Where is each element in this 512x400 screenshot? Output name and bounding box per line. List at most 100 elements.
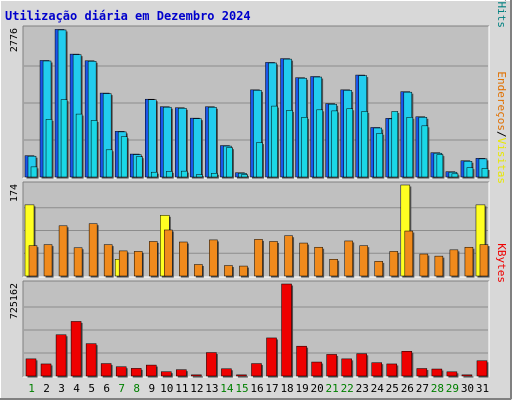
bar-páginas-day-31	[481, 168, 489, 178]
bar-endereços-day-17	[269, 241, 278, 277]
x-tick-label-day-5: 5	[88, 382, 95, 395]
bar-endereços-day-4	[73, 247, 83, 277]
bar-kbytes-day-17	[266, 337, 277, 377]
bar-páginas-day-5	[90, 120, 98, 178]
bar-arquivos-day-9	[148, 99, 157, 178]
bar-páginas-day-24	[376, 133, 383, 178]
bar-kbytes-day-29	[446, 371, 458, 377]
bar-kbytes-day-22	[341, 358, 352, 377]
x-tick-label-day-31: 31	[476, 382, 489, 395]
x-tick-label-day-19: 19	[295, 382, 308, 395]
x-tick-label-day-2: 2	[43, 382, 50, 395]
bar-kbytes-day-28	[431, 368, 443, 377]
bar-kbytes-day-12	[191, 374, 202, 377]
bar-páginas-day-8	[135, 156, 143, 178]
bar-endereços-day-19	[299, 242, 308, 277]
bar-kbytes-day-19	[296, 345, 307, 377]
bar-shadow	[237, 376, 248, 378]
x-tick-label-day-27: 27	[416, 382, 429, 395]
bar-páginas-day-27	[421, 125, 429, 178]
bar-endereços-day-2	[43, 244, 53, 277]
bar-kbytes-day-18	[281, 283, 292, 377]
bar-endereços-day-5	[88, 223, 98, 277]
bar-kbytes-day-1	[25, 358, 37, 377]
bar-endereços-day-29	[449, 249, 459, 277]
bar-shadow	[242, 176, 249, 179]
x-tick-label-day-12: 12	[190, 382, 203, 395]
bar-kbytes-day-10	[161, 371, 172, 377]
bar-endereços-day-23	[359, 245, 368, 277]
legend-middle: Endereços/Visitas	[495, 71, 508, 184]
bar-endereços-day-13	[209, 239, 218, 277]
bar-endereços-day-3	[58, 225, 68, 277]
bar-páginas-day-26	[406, 117, 414, 178]
bar-páginas-day-13	[211, 173, 218, 178]
bar-páginas-day-7	[120, 136, 128, 178]
bar-kbytes-day-13	[206, 352, 217, 377]
bar-páginas-day-21	[331, 110, 338, 178]
x-tick-label-day-4: 4	[73, 382, 80, 395]
bar-arquivos-day-10	[163, 106, 172, 178]
x-axis-day-labels: 1 2 3 4 5 6 7 8 9 10 11 12 13 14 15 16 17 18 19 20 21 22 23 24 2…	[28, 382, 489, 395]
bar-kbytes-day-8	[130, 368, 142, 377]
x-tick-label-day-18: 18	[280, 382, 293, 395]
bar-endereços-day-15	[239, 265, 248, 277]
legend-top: Páginas/Arquivos/Hits	[495, 0, 508, 28]
x-tick-label-day-1: 1	[28, 382, 35, 395]
legend-entry: Hits	[495, 2, 508, 29]
bar-páginas-day-20	[316, 109, 323, 178]
bar-kbytes-day-4	[70, 321, 82, 377]
x-tick-label-day-10: 10	[160, 382, 173, 395]
bar-endereços-day-24	[374, 261, 383, 277]
x-tick-label-day-20: 20	[311, 382, 324, 395]
bar-páginas-day-11	[181, 170, 188, 178]
bar-kbytes-day-6	[100, 363, 112, 377]
x-tick-label-day-26: 26	[401, 382, 414, 395]
bar-páginas-day-1	[30, 166, 38, 178]
bar-páginas-day-14	[226, 147, 233, 178]
bar-páginas-day-23	[361, 111, 368, 178]
chart-title: Utilização diária em Dezembro 2024	[5, 9, 251, 23]
bar-endereços-day-25	[389, 251, 399, 277]
legend-entry: /	[495, 131, 508, 138]
bar-endereços-day-7	[118, 250, 128, 277]
bar-kbytes-day-27	[416, 368, 428, 377]
bar-arquivos-day-13	[208, 107, 217, 178]
bar-páginas-day-4	[75, 113, 83, 178]
bar-kbytes-day-23	[356, 353, 367, 377]
x-tick-label-day-6: 6	[103, 382, 110, 395]
bar-páginas-day-18	[286, 110, 293, 178]
bar-endereços-day-16	[254, 239, 263, 277]
bar-endereços-day-27	[419, 253, 429, 277]
bar-kbytes-day-9	[146, 364, 157, 377]
bar-kbytes-day-21	[326, 354, 337, 377]
bar-shadow	[463, 376, 474, 378]
bar-kbytes-day-20	[311, 361, 322, 377]
bar-endereços-day-18	[284, 235, 293, 277]
panel-middle: 174 Endereços/Visitas	[9, 71, 508, 278]
bar-endereços-day-10	[164, 229, 173, 277]
bar-kbytes-day-2	[40, 363, 52, 377]
x-tick-label-day-13: 13	[205, 382, 218, 395]
bar-páginas-day-17	[271, 105, 278, 178]
bar-páginas-day-9	[151, 171, 158, 178]
bar-páginas-day-29	[451, 173, 459, 178]
x-tick-label-day-17: 17	[265, 382, 278, 395]
bar-páginas-day-30	[466, 167, 474, 178]
y-tick-label: 2776	[9, 28, 20, 52]
legend-entry: Endereços	[495, 71, 508, 131]
bar-endereços-day-30	[464, 246, 474, 277]
bar-endereços-day-28	[434, 255, 444, 277]
bar-endereços-day-26	[404, 230, 414, 277]
x-tick-label-day-8: 8	[133, 382, 140, 395]
bar-páginas-day-16	[256, 142, 263, 178]
bar-kbytes-day-15	[236, 374, 247, 377]
x-tick-label-day-21: 21	[326, 382, 339, 395]
x-tick-label-day-15: 15	[235, 382, 248, 395]
bar-kbytes-day-16	[251, 363, 262, 377]
x-tick-label-day-24: 24	[371, 382, 385, 395]
x-tick-label-day-14: 14	[220, 382, 234, 395]
x-tick-label-day-30: 30	[461, 382, 474, 395]
bar-endereços-day-1	[28, 245, 38, 277]
